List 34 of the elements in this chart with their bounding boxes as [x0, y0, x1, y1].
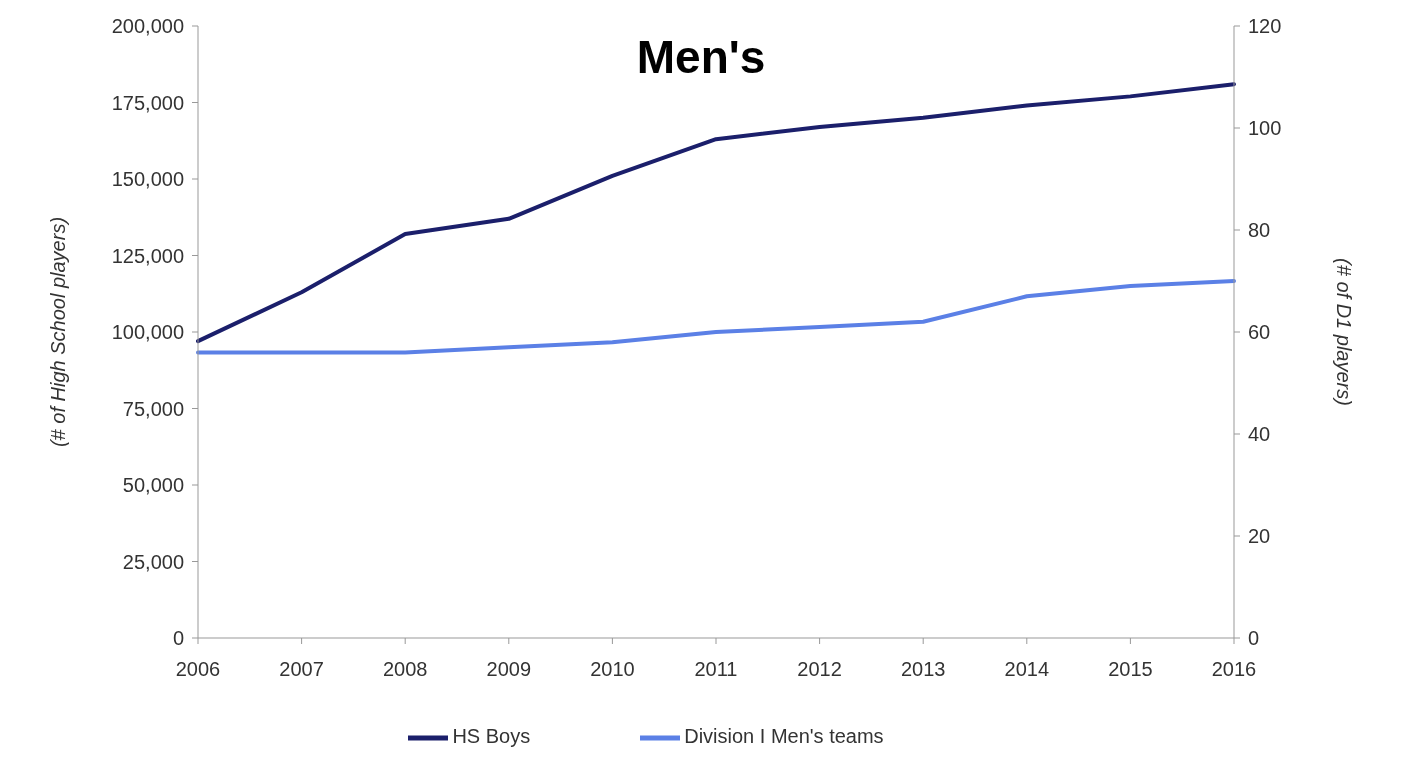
x-tick-label: 2015: [1108, 658, 1153, 681]
x-tick-label: 2006: [175, 658, 221, 681]
y-tick-label: 0: [172, 627, 184, 650]
x-tick-label: 2016: [1211, 658, 1257, 681]
legend-label: Division I Men's teams: [684, 725, 884, 748]
legend-label: HS Boys: [452, 725, 531, 748]
x-tick-label: 2010: [590, 658, 635, 681]
x-tick-label: 2013: [900, 658, 946, 681]
x-tick-label: 2007: [279, 658, 324, 681]
y2-tick-label: 40: [1248, 423, 1271, 446]
y-tick-label: 50,000: [122, 474, 184, 497]
y2-tick-label: 100: [1248, 117, 1282, 140]
x-tick-label: 2009: [486, 658, 532, 681]
y-tick-label: 125,000: [111, 244, 184, 267]
x-tick-label: 2014: [1004, 658, 1050, 681]
y2-tick-label: 60: [1248, 321, 1271, 344]
y-tick-label: 100,000: [111, 321, 184, 344]
y-tick-label: 25,000: [122, 550, 184, 573]
y-tick-label: 200,000: [111, 15, 184, 38]
y-tick-label: 150,000: [111, 168, 184, 191]
y2-tick-label: 0: [1248, 627, 1260, 650]
y2-tick-label: 20: [1248, 525, 1271, 548]
y-axis-title: (# of High School players): [47, 216, 70, 448]
y2-axis-title: (# of D1 players): [1332, 258, 1355, 406]
y2-tick-label: 80: [1248, 219, 1271, 242]
line-series: [196, 82, 1236, 344]
x-tick-label: 2008: [382, 658, 428, 681]
y-tick-label: 75,000: [122, 397, 184, 420]
x-tick-label: 2011: [694, 658, 738, 681]
chart-title: Men's: [636, 31, 766, 83]
y2-tick-label: 120: [1248, 15, 1282, 38]
x-tick-label: 2012: [797, 658, 842, 681]
y-tick-label: 175,000: [111, 91, 184, 114]
line-series: [196, 279, 1236, 355]
